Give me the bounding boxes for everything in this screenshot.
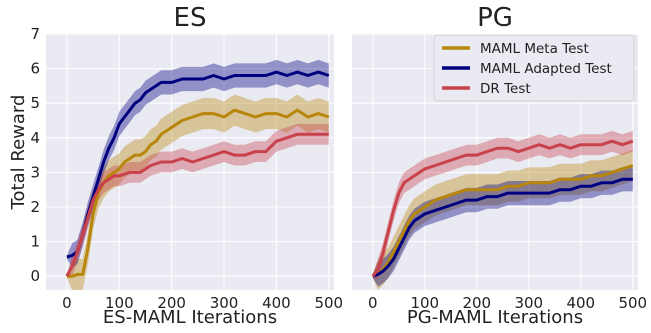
x-tick-label-es-3: 300 bbox=[210, 294, 239, 312]
y-tick-label-es-1: 1 bbox=[30, 233, 40, 251]
band-pg-series-1 bbox=[372, 167, 633, 287]
x-tick-label-es-1: 100 bbox=[105, 294, 134, 312]
legend-label-0: MAML Meta Test bbox=[480, 41, 589, 57]
x-tick-label-es-0: 0 bbox=[62, 294, 72, 312]
line-pg-series-0 bbox=[372, 164, 634, 278]
x-tick-label-pg-2: 200 bbox=[462, 294, 491, 312]
line-es-series-1 bbox=[66, 70, 330, 259]
line-es-series-0 bbox=[66, 108, 330, 278]
x-axis-label-es: ES-MAML Iterations bbox=[103, 307, 277, 328]
line-es-series-2 bbox=[65, 132, 329, 277]
y-tick-label-es-2: 2 bbox=[30, 198, 40, 216]
x-tick-label-pg-0: 0 bbox=[368, 294, 378, 312]
band-pg-series-0 bbox=[372, 149, 633, 290]
band-pg-series-2 bbox=[372, 130, 633, 280]
x-tick-label-pg-1: 100 bbox=[410, 294, 439, 312]
x-axis-label-pg: PG-MAML Iterations bbox=[407, 307, 583, 328]
x-tick-label-es-2: 200 bbox=[157, 294, 186, 312]
x-tick-label-pg-3: 300 bbox=[514, 294, 543, 312]
band-es-series-0 bbox=[66, 94, 329, 290]
legend: MAML Meta Test MAML Adapted Test DR Test bbox=[433, 34, 635, 102]
line-pg-series-2 bbox=[371, 139, 634, 278]
legend-box bbox=[433, 34, 635, 102]
x-tick-label-es-4: 400 bbox=[262, 294, 291, 312]
y-tick-label-es-0: 0 bbox=[30, 267, 40, 285]
chart-title-pg: PG bbox=[477, 3, 513, 33]
y-tick-label-es-5: 5 bbox=[30, 94, 40, 112]
y-tick-label-es-6: 6 bbox=[30, 60, 40, 78]
legend-label-2: DR Test bbox=[480, 81, 531, 97]
y-tick-label-es-3: 3 bbox=[30, 163, 40, 181]
panel-es: 0 100 200 300 400 500 0 1 2 3 4 5 6 7 ES ES-MAML Iterat… bbox=[30, 3, 343, 328]
x-tick-label-pg-4: 400 bbox=[566, 294, 595, 312]
chart-title-es: ES bbox=[174, 3, 207, 33]
y-tick-label-es-7: 7 bbox=[30, 25, 40, 43]
legend-label-1: MAML Adapted Test bbox=[480, 61, 612, 77]
y-tick-label-es-4: 4 bbox=[30, 129, 40, 147]
x-tick-label-pg-5: 500 bbox=[618, 294, 647, 312]
line-pg-series-1 bbox=[372, 177, 633, 278]
band-es-series-2 bbox=[66, 123, 329, 278]
y-axis-label: Total Reward bbox=[8, 95, 29, 211]
band-es-series-1 bbox=[66, 59, 329, 268]
x-tick-label-es-5: 500 bbox=[314, 294, 343, 312]
